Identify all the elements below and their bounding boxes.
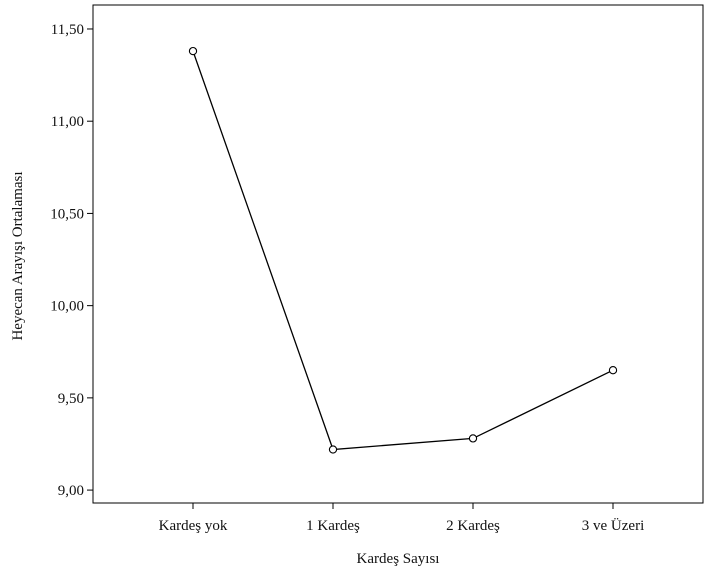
y-tick-label: 11,00: [51, 114, 84, 130]
y-axis-ticks: 9,00 9,50 10,00 10,50 11,00 11,50: [50, 22, 93, 499]
y-axis-title: Heyecan Arayışı Ortalaması: [10, 171, 26, 340]
plot-frame: [92, 4, 704, 504]
x-tick-label: 2 Kardeş: [446, 518, 500, 534]
y-tick-label: 10,00: [50, 299, 84, 315]
y-tick-label: 9,00: [58, 483, 84, 499]
data-point: [188, 46, 198, 56]
x-axis-title: Kardeş Sayısı: [357, 551, 440, 567]
x-axis-ticks: Kardeş yok 1 Kardeş 2 Kardeş 3 ve Üzeri: [159, 503, 644, 534]
x-tick-label: 1 Kardeş: [306, 518, 360, 534]
data-point: [468, 434, 478, 443]
x-tick-label: Kardeş yok: [159, 518, 228, 534]
series-layer: [188, 46, 618, 454]
y-tick-label: 10,50: [50, 206, 84, 222]
x-tick-label: 3 ve Üzeri: [582, 517, 644, 534]
series-line: [192, 50, 614, 451]
y-tick-label: 9,50: [58, 391, 84, 407]
data-point: [608, 366, 618, 375]
data-point: [328, 445, 338, 454]
y-tick-label: 11,50: [51, 22, 84, 38]
